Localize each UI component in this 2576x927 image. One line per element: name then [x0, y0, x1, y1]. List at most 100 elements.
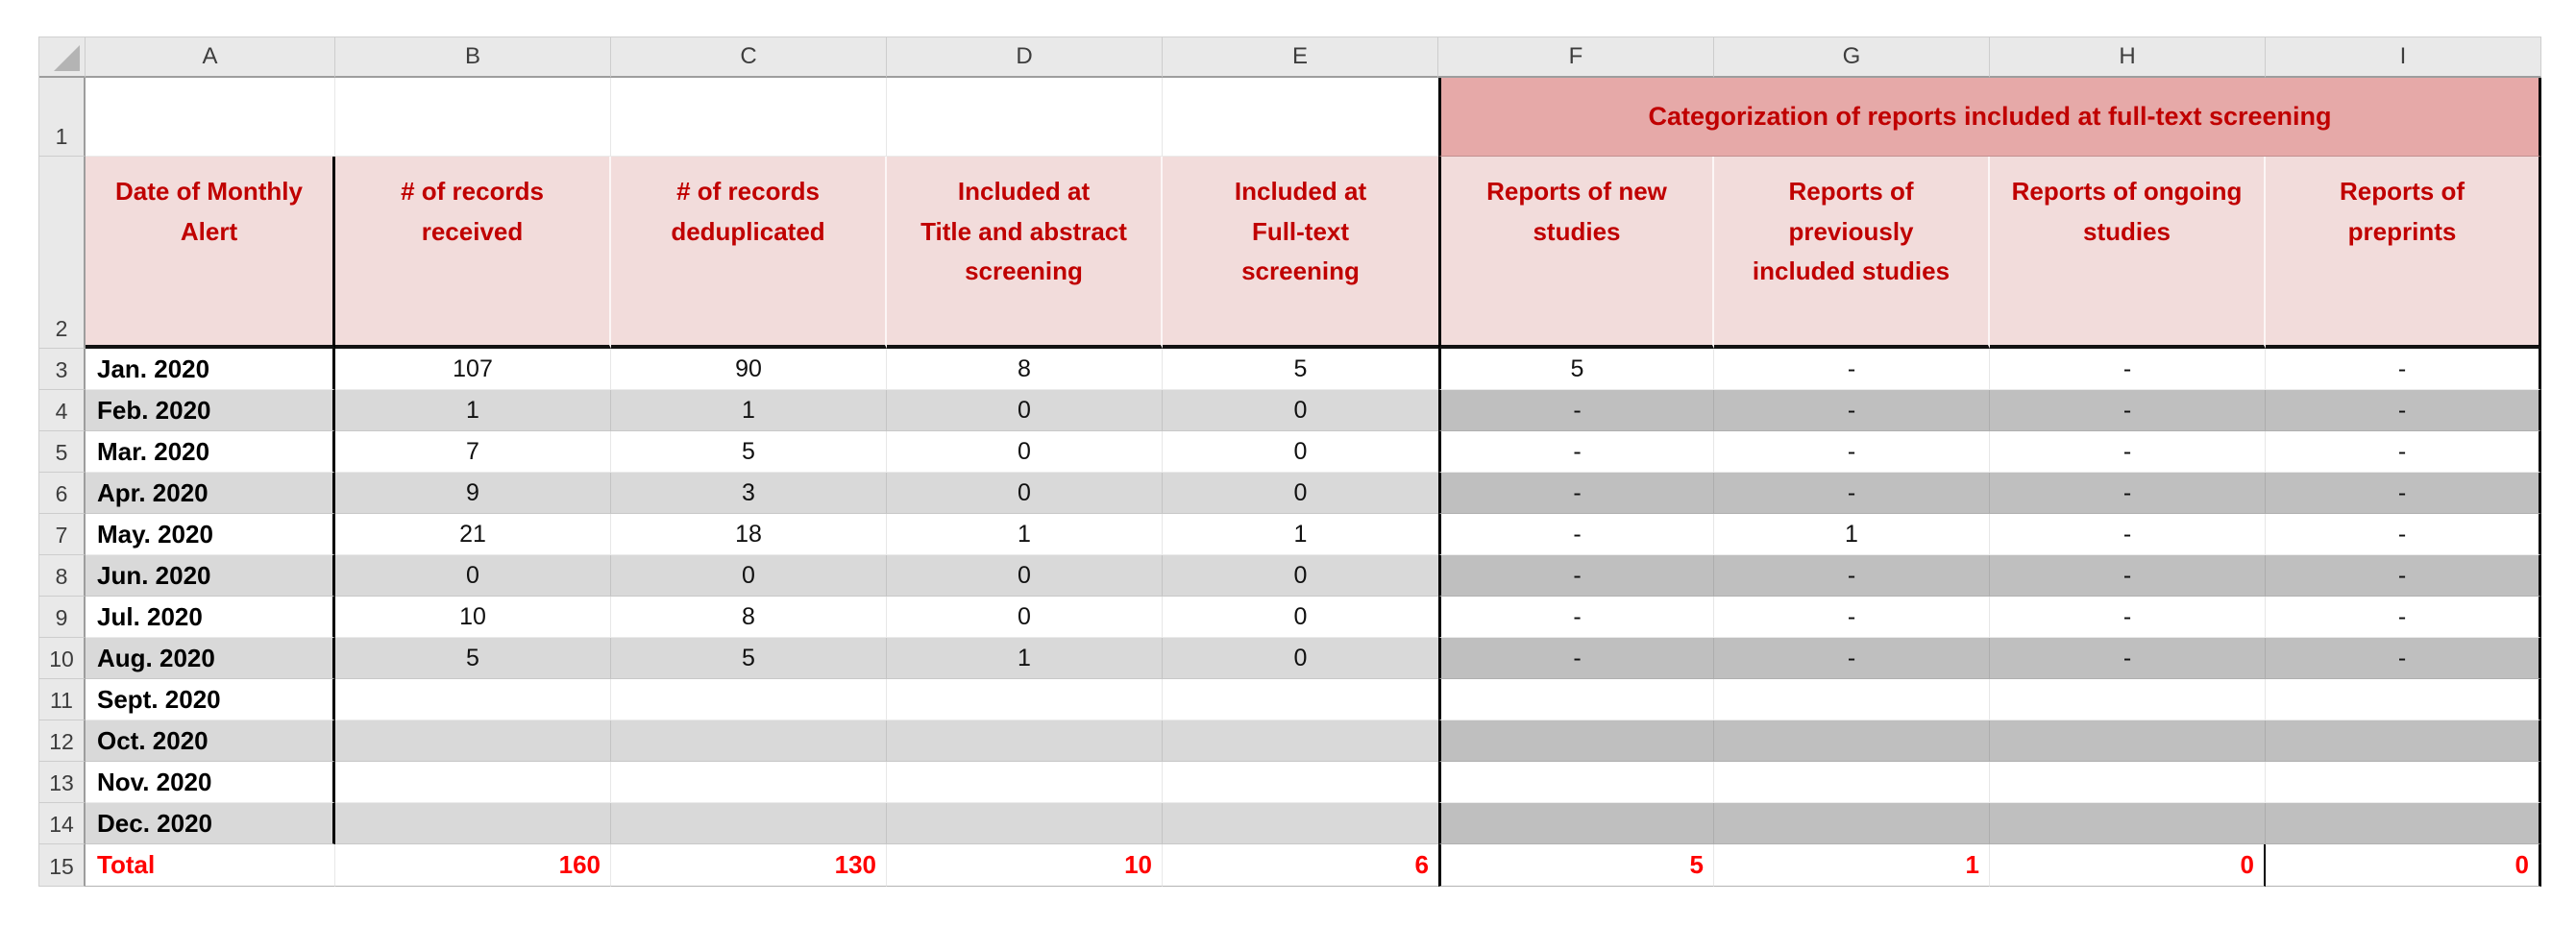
cell-E14[interactable] [1163, 803, 1438, 844]
cell-D7[interactable]: 1 [887, 514, 1163, 555]
cell-E5[interactable]: 0 [1163, 431, 1438, 473]
row-header-11[interactable]: 11 [39, 679, 86, 720]
cell-I2[interactable]: Reports of preprints [2266, 157, 2541, 349]
row-header-5[interactable]: 5 [39, 431, 86, 473]
cell-D12[interactable] [887, 720, 1163, 762]
cell-F4[interactable]: - [1438, 390, 1714, 431]
cell-B5[interactable]: 7 [335, 431, 611, 473]
cell-F1-merged-banner[interactable]: Categorization of reports included at fu… [1438, 78, 2541, 157]
row-header-3[interactable]: 3 [39, 349, 86, 390]
row-header-1[interactable]: 1 [39, 78, 86, 157]
cell-I13[interactable] [2266, 762, 2541, 803]
cell-F7[interactable]: - [1438, 514, 1714, 555]
select-all-corner[interactable] [39, 37, 86, 78]
column-header-B[interactable]: B [335, 37, 611, 78]
row-header-6[interactable]: 6 [39, 473, 86, 514]
cell-E8[interactable]: 0 [1163, 555, 1438, 597]
cell-F9[interactable]: - [1438, 597, 1714, 638]
cell-B15[interactable]: 160 [335, 844, 611, 887]
cell-I5[interactable]: - [2266, 431, 2541, 473]
cell-B14[interactable] [335, 803, 611, 844]
cell-H15[interactable]: 0 [1990, 844, 2266, 887]
cell-G12[interactable] [1714, 720, 1990, 762]
cell-A9[interactable]: Jul. 2020 [86, 597, 335, 638]
cell-I3[interactable]: - [2266, 349, 2541, 390]
row-header-7[interactable]: 7 [39, 514, 86, 555]
cell-F5[interactable]: - [1438, 431, 1714, 473]
cell-B9[interactable]: 10 [335, 597, 611, 638]
cell-H8[interactable]: - [1990, 555, 2266, 597]
cell-A15[interactable]: Total [86, 844, 335, 887]
cell-I14[interactable] [2266, 803, 2541, 844]
cell-G5[interactable]: - [1714, 431, 1990, 473]
cell-G3[interactable]: - [1714, 349, 1990, 390]
cell-D13[interactable] [887, 762, 1163, 803]
cell-F8[interactable]: - [1438, 555, 1714, 597]
cell-E4[interactable]: 0 [1163, 390, 1438, 431]
cell-I8[interactable]: - [2266, 555, 2541, 597]
cell-B13[interactable] [335, 762, 611, 803]
column-header-G[interactable]: G [1714, 37, 1990, 78]
column-header-H[interactable]: H [1990, 37, 2266, 78]
cell-E10[interactable]: 0 [1163, 638, 1438, 679]
cell-I10[interactable]: - [2266, 638, 2541, 679]
cell-B11[interactable] [335, 679, 611, 720]
cell-E2[interactable]: Included at Full-text screening [1163, 157, 1438, 349]
cell-A4[interactable]: Feb. 2020 [86, 390, 335, 431]
row-header-15[interactable]: 15 [39, 844, 86, 887]
cell-G8[interactable]: - [1714, 555, 1990, 597]
cell-G4[interactable]: - [1714, 390, 1990, 431]
cell-C13[interactable] [611, 762, 887, 803]
cell-D3[interactable]: 8 [887, 349, 1163, 390]
cell-E6[interactable]: 0 [1163, 473, 1438, 514]
cell-H4[interactable]: - [1990, 390, 2266, 431]
cell-B1[interactable] [335, 78, 611, 157]
cell-D10[interactable]: 1 [887, 638, 1163, 679]
cell-C8[interactable]: 0 [611, 555, 887, 597]
cell-A6[interactable]: Apr. 2020 [86, 473, 335, 514]
cell-C15[interactable]: 130 [611, 844, 887, 887]
cell-A12[interactable]: Oct. 2020 [86, 720, 335, 762]
row-header-10[interactable]: 10 [39, 638, 86, 679]
cell-I4[interactable]: - [2266, 390, 2541, 431]
column-header-D[interactable]: D [887, 37, 1163, 78]
cell-E11[interactable] [1163, 679, 1438, 720]
cell-A5[interactable]: Mar. 2020 [86, 431, 335, 473]
cell-A1[interactable] [86, 78, 335, 157]
cell-H3[interactable]: - [1990, 349, 2266, 390]
cell-H5[interactable]: - [1990, 431, 2266, 473]
cell-H9[interactable]: - [1990, 597, 2266, 638]
cell-G7[interactable]: 1 [1714, 514, 1990, 555]
cell-C5[interactable]: 5 [611, 431, 887, 473]
cell-F3[interactable]: 5 [1438, 349, 1714, 390]
cell-C10[interactable]: 5 [611, 638, 887, 679]
cell-C11[interactable] [611, 679, 887, 720]
cell-D2[interactable]: Included at Title and abstract screening [887, 157, 1163, 349]
cell-F2[interactable]: Reports of new studies [1438, 157, 1714, 349]
row-header-9[interactable]: 9 [39, 597, 86, 638]
cell-A10[interactable]: Aug. 2020 [86, 638, 335, 679]
cell-D8[interactable]: 0 [887, 555, 1163, 597]
cell-I11[interactable] [2266, 679, 2541, 720]
row-header-8[interactable]: 8 [39, 555, 86, 597]
cell-F12[interactable] [1438, 720, 1714, 762]
cell-I12[interactable] [2266, 720, 2541, 762]
cell-D6[interactable]: 0 [887, 473, 1163, 514]
cell-F13[interactable] [1438, 762, 1714, 803]
row-header-13[interactable]: 13 [39, 762, 86, 803]
cell-H12[interactable] [1990, 720, 2266, 762]
cell-C6[interactable]: 3 [611, 473, 887, 514]
cell-B7[interactable]: 21 [335, 514, 611, 555]
cell-F14[interactable] [1438, 803, 1714, 844]
cell-H6[interactable]: - [1990, 473, 2266, 514]
cell-H14[interactable] [1990, 803, 2266, 844]
cell-D1[interactable] [887, 78, 1163, 157]
column-header-I[interactable]: I [2266, 37, 2541, 78]
cell-A2[interactable]: Date of Monthly Alert [86, 157, 335, 349]
column-header-C[interactable]: C [611, 37, 887, 78]
cell-E1[interactable] [1163, 78, 1438, 157]
row-header-4[interactable]: 4 [39, 390, 86, 431]
cell-C9[interactable]: 8 [611, 597, 887, 638]
cell-B2[interactable]: # of records received [335, 157, 611, 349]
cell-B8[interactable]: 0 [335, 555, 611, 597]
